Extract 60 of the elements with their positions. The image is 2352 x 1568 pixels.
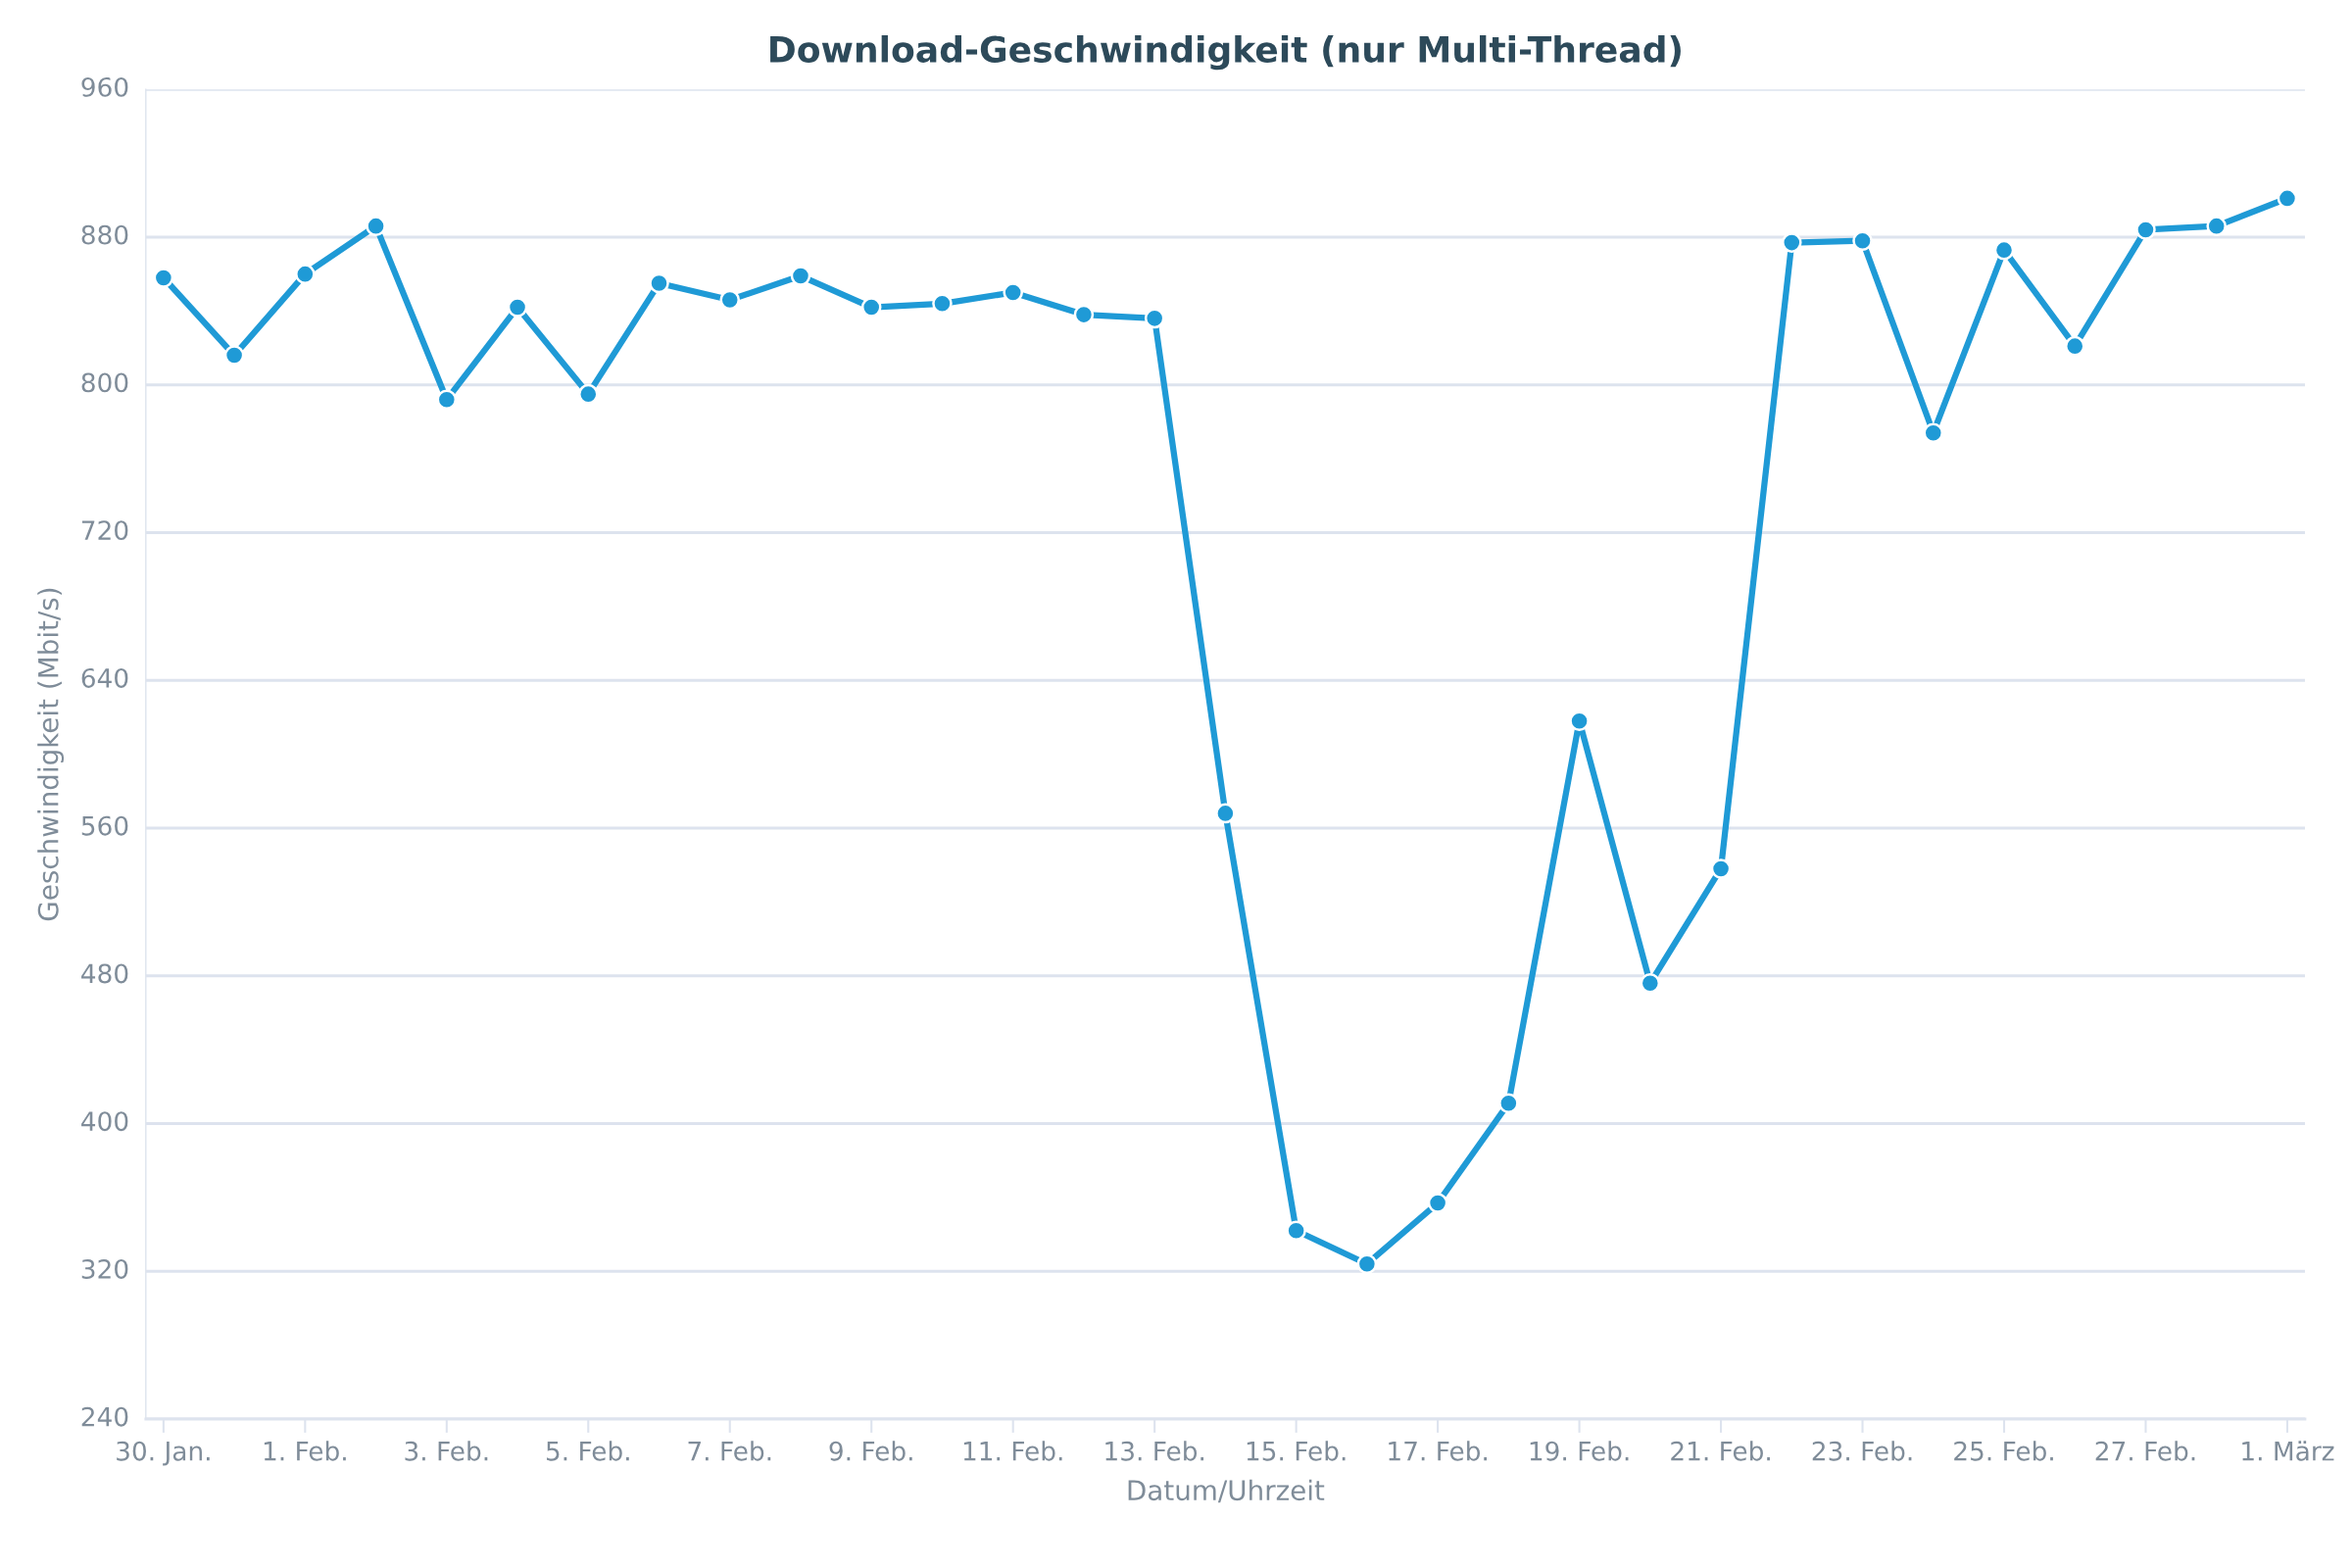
- x-tick-label: 30. Jan.: [117, 1441, 210, 1466]
- point: [2277, 188, 2298, 209]
- x-tick-label: 19. Feb.: [1530, 1441, 1629, 1461]
- point: [719, 289, 741, 311]
- y-tick-label: 880: [81, 224, 128, 245]
- x-tick-label: 11. Feb.: [963, 1441, 1062, 1461]
- point: [1710, 858, 1732, 879]
- point: [1215, 803, 1236, 824]
- y-tick-label: 560: [81, 815, 128, 836]
- chart-title: Download-Geschwindigkeit (nur Multi-Thread): [770, 34, 1681, 71]
- y-tick-label: 800: [81, 372, 128, 393]
- x-tick-label: 23. Feb.: [1812, 1441, 1912, 1461]
- point: [366, 216, 386, 236]
- point: [649, 272, 669, 294]
- point: [223, 345, 245, 366]
- y-tick-label: 640: [81, 667, 128, 688]
- point: [1427, 1193, 1448, 1213]
- point: [860, 297, 882, 318]
- point: [1073, 304, 1095, 325]
- point: [1569, 710, 1590, 731]
- point: [2135, 220, 2156, 240]
- x-tick-label: 25. Feb.: [1954, 1441, 2053, 1461]
- x-tick-label: 15. Feb.: [1247, 1441, 1346, 1461]
- point: [1286, 1220, 1306, 1242]
- point: [1356, 1253, 1378, 1274]
- point: [932, 293, 953, 315]
- point: [1923, 422, 1944, 443]
- x-tick-label: 5. Feb.: [546, 1441, 629, 1461]
- point: [1852, 230, 1873, 251]
- y-tick-label: 480: [81, 963, 128, 984]
- point: [1003, 282, 1023, 303]
- point: [436, 389, 458, 411]
- y-tick-label: 240: [81, 1406, 128, 1427]
- y-tick-label: 320: [81, 1258, 128, 1279]
- x-tick-label: 21. Feb.: [1671, 1441, 1770, 1461]
- x-tick-label: 13. Feb.: [1105, 1441, 1204, 1461]
- y-tick-label: 720: [81, 520, 128, 541]
- point: [1640, 972, 1661, 994]
- x-tick-label: 9. Feb.: [829, 1441, 912, 1461]
- point: [1782, 232, 1802, 253]
- point: [578, 383, 599, 405]
- point: [507, 297, 528, 318]
- point: [1144, 308, 1165, 329]
- point: [295, 264, 316, 284]
- point: [1498, 1093, 1519, 1114]
- point: [2206, 216, 2227, 236]
- y-tick-label: 400: [81, 1111, 128, 1132]
- x-axis-title: Datum/Uhrzeit: [1128, 1479, 1325, 1503]
- x-tick-label: 1. Feb.: [264, 1441, 346, 1461]
- y-axis-title: Geschwindigkeit (Mbit/s): [37, 588, 65, 921]
- x-tick-label: 1. März: [2242, 1441, 2334, 1461]
- x-tick-label: 7. Feb.: [688, 1441, 771, 1461]
- y-tick-label: 960: [81, 76, 128, 97]
- point: [153, 268, 174, 288]
- x-tick-label: 17. Feb.: [1389, 1441, 1487, 1461]
- point: [1993, 239, 2015, 261]
- point: [2064, 335, 2085, 357]
- point: [790, 266, 811, 286]
- x-tick-label: 3. Feb.: [405, 1441, 488, 1461]
- x-tick-label: 27. Feb.: [2095, 1441, 2195, 1461]
